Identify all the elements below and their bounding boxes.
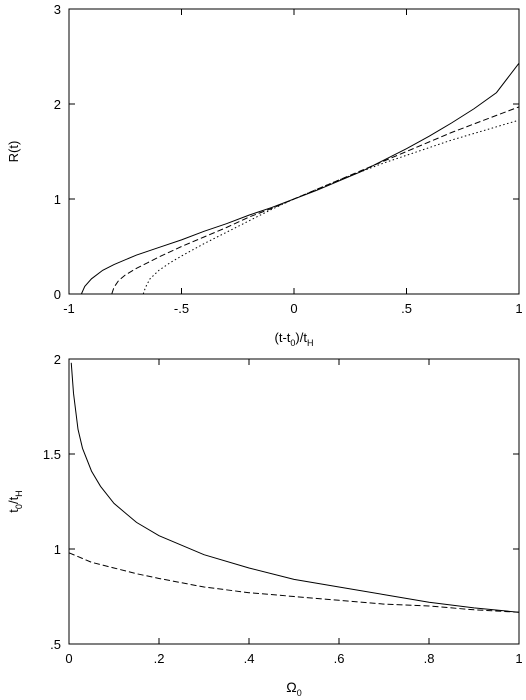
top-series-dotted-line — [142, 119, 520, 295]
top-x-axis-label: (t-t0)/tH — [275, 330, 314, 348]
bottom-series-dashed-line — [68, 552, 520, 613]
top-y-tick-label: 3 — [54, 2, 61, 17]
top-x-label-sub2: H — [307, 338, 314, 348]
bottom-x-label-main: Ω — [286, 679, 296, 695]
top-series-solid-line — [80, 62, 520, 295]
bottom-plot-frame — [68, 358, 520, 645]
top-y-tick-label: 2 — [54, 97, 61, 112]
top-x-tick-label: .5 — [401, 301, 412, 316]
top-x-label-mid: )/t — [295, 330, 307, 345]
bottom-y-label-sub1: 0 — [14, 504, 24, 509]
bottom-series-group — [68, 362, 520, 613]
bottom-y-label-mid: /t — [6, 496, 21, 504]
top-plot-frame — [68, 8, 520, 295]
top-x-label-main: (t-t — [275, 330, 291, 345]
top-x-tick-label: 0 — [290, 301, 297, 316]
top-y-tick-label: 0 — [54, 287, 61, 302]
bottom-x-axis-label: Ω0 — [286, 679, 301, 698]
bottom-x-tick-label: .8 — [424, 651, 435, 666]
bottom-x-tick-label: .2 — [154, 651, 165, 666]
bottom-x-tick-label: .4 — [244, 651, 255, 666]
top-series-dashed-line — [111, 106, 520, 295]
bottom-x-tick-label: .6 — [334, 651, 345, 666]
top-x-label-sub1: 0 — [290, 338, 295, 348]
bottom-y-label-main: t — [6, 509, 21, 513]
top-x-tick-label: -.5 — [174, 301, 189, 316]
bottom-x-label-sub1: 0 — [297, 688, 302, 698]
bottom-y-tick-label: .5 — [50, 637, 61, 652]
top-y-axis-label: R(t) — [6, 141, 21, 163]
top-y-tick-label: 1 — [54, 192, 61, 207]
top-x-tick-label: 1 — [515, 301, 522, 316]
bottom-y-tick-label: 1.5 — [43, 447, 61, 462]
top-x-tick-label: -1 — [63, 301, 75, 316]
bottom-y-tick-label: 2 — [54, 352, 61, 367]
bottom-y-label-sub2: H — [14, 490, 24, 497]
bottom-y-tick-label: 1 — [54, 542, 61, 557]
bottom-x-tick-label: 0 — [65, 651, 72, 666]
bottom-x-tick-label: 1 — [515, 651, 522, 666]
bottom-series-solid-line — [70, 362, 520, 613]
bottom-chart-panel: 0.2.4.6.8 1.511.52 t0/tH Ω0 — [6, 352, 523, 698]
bottom-y-axis-label: t0/tH — [6, 490, 24, 512]
top-series-group — [80, 62, 520, 295]
